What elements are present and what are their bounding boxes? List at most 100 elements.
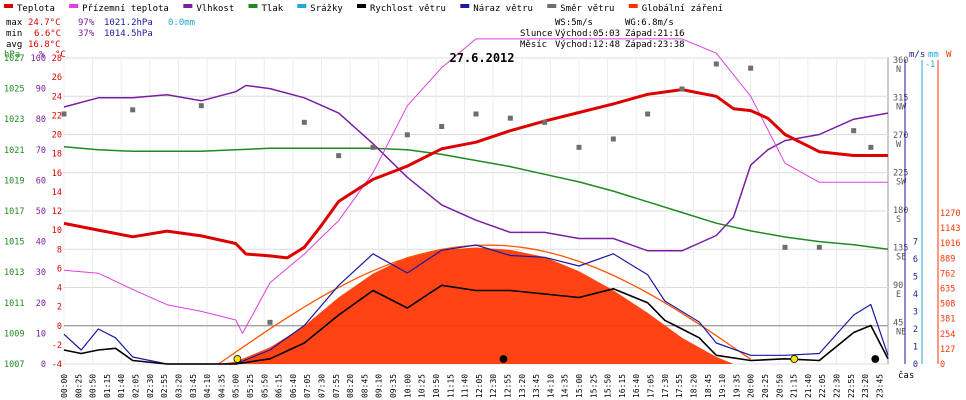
min-pressure: 1014.5hPa	[104, 29, 153, 39]
wind-direction-mark	[336, 153, 342, 159]
radiation-tick-label: 889	[940, 254, 955, 264]
time-tick-label: 13:45	[532, 374, 541, 398]
temperature-tick-label: 28	[52, 54, 62, 64]
temperature-tick-label: 24	[52, 92, 62, 102]
max-rain: 0.0mm	[168, 18, 195, 28]
wind-dir-tick-label: 180	[893, 206, 908, 216]
time-tick-label: 21:15	[790, 374, 799, 398]
time-tick-label: 14:10	[546, 374, 555, 398]
time-tick-label: 01:15	[103, 374, 112, 398]
time-tick-label: 08:20	[346, 374, 355, 398]
wind-direction-mark	[868, 144, 874, 150]
time-tick-label: 12:30	[489, 374, 498, 398]
wind-direction-mark	[301, 119, 307, 125]
time-tick-label: 03:45	[189, 374, 198, 398]
wind-dir-tick-label: 135	[893, 244, 908, 254]
chart-legend: Teplota Přízemní teplota Vlhkost Tlak Srážky…	[4, 4, 723, 14]
temp-unit-label: °C	[55, 50, 66, 60]
temperature-line	[63, 88, 888, 260]
wind-speed-avg: WS:5m/s	[555, 18, 593, 28]
time-tick-label: 11:40	[461, 374, 470, 398]
pressure-tick-label: 1027	[4, 54, 24, 64]
wind-dir-compass-label: N	[896, 65, 901, 75]
time-tick-label: 05:00	[232, 374, 241, 398]
wind-dir-compass-label: NE	[896, 328, 906, 338]
time-tick-label: 09:35	[389, 374, 398, 398]
humidity-tick-label: 10	[36, 329, 46, 339]
wind-direction-mark	[748, 65, 754, 71]
legend-swatch	[69, 4, 79, 8]
time-tick-label: 00:50	[89, 374, 98, 398]
time-tick-label: 01:40	[117, 374, 126, 398]
humidity-tick-label: 30	[36, 268, 46, 278]
radiation-tick-label: 1016	[940, 239, 960, 249]
wind-direction-mark	[507, 115, 513, 121]
time-tick-label: 15:50	[604, 374, 613, 398]
wind-direction-mark	[645, 111, 651, 117]
temperature-tick-label: 12	[52, 207, 62, 217]
wind-dir-tick-label: 45	[893, 319, 903, 329]
avg-label: avg	[6, 40, 22, 50]
humidity-tick-label: 0	[41, 360, 46, 370]
time-tick-label: 14:35	[561, 374, 570, 398]
legend-swatch	[183, 4, 193, 8]
wind-direction-mark	[130, 107, 136, 113]
max-temp: 24.7°C	[28, 18, 61, 28]
max-label: max	[6, 18, 23, 28]
series-lines	[61, 38, 889, 365]
chart-axes: 1007100910111013101510171019102110231025…	[4, 54, 960, 398]
time-tick-label: 03:20	[174, 374, 183, 398]
time-tick-label: 20:25	[761, 374, 770, 398]
wind-direction-mark	[370, 144, 376, 150]
wind-direction-mark	[782, 244, 788, 250]
wind-speed-tick-label: 5	[913, 273, 918, 283]
sunset-marker	[790, 355, 799, 363]
time-tick-label: 07:30	[318, 374, 327, 398]
moon-label: Měsíc	[520, 40, 547, 50]
pressure-tick-label: 1017	[4, 207, 24, 217]
time-tick-label: 22:30	[833, 374, 842, 398]
wind-dir-compass-label: S	[896, 215, 901, 225]
temperature-tick-label: 4	[57, 284, 62, 294]
time-tick-label: 15:00	[575, 374, 584, 398]
time-tick-label: 18:20	[689, 374, 698, 398]
wind-dir-tick-label: 90	[893, 281, 903, 291]
radiation-tick-label: 762	[940, 269, 955, 279]
legend-swatch	[357, 4, 366, 8]
stats-panel: max 24.7°C 97% 1021.2hPa 0.0mm min 6.6°C…	[4, 18, 952, 381]
ground-temp-line	[63, 38, 888, 334]
temperature-tick-label: 20	[52, 131, 62, 141]
pressure-tick-label: 1025	[4, 85, 24, 95]
temperature-tick-label: 16	[52, 169, 62, 179]
time-tick-label: 17:55	[675, 374, 684, 398]
min-humidity: 37%	[78, 29, 95, 39]
moonrise-marker	[499, 355, 508, 363]
time-tick-label: 18:45	[704, 374, 713, 398]
legend-swatch	[547, 4, 557, 8]
wind-direction-mark	[542, 119, 548, 125]
temperature-tick-label: -4	[52, 360, 62, 370]
time-tick-label: 22:55	[847, 374, 856, 398]
time-tick-label: 12:55	[503, 374, 512, 398]
time-tick-label: 07:05	[303, 374, 312, 398]
wind-direction-mark	[610, 136, 616, 142]
wind-speed-tick-label: 2	[913, 325, 918, 335]
humidity-tick-label: 90	[36, 85, 46, 95]
legend-item: Vlhkost	[196, 4, 234, 14]
wind-speed-tick-label: 0	[913, 360, 918, 370]
radiation-tick-label: 508	[940, 300, 955, 310]
wind-dir-tick-label: 270	[893, 131, 908, 141]
radiation-tick-label: 254	[940, 330, 955, 340]
pressure-line	[63, 145, 889, 251]
pressure-tick-label: 1011	[4, 299, 24, 309]
radiation-tick-label: 635	[940, 285, 955, 295]
humidity-tick-label: 40	[36, 238, 46, 248]
legend-item: Směr větru	[560, 4, 614, 14]
time-tick-label: 09:10	[375, 374, 384, 398]
pressure-tick-label: 1013	[4, 268, 24, 278]
legend-swatch	[628, 4, 638, 8]
pressure-tick-label: 1009	[4, 329, 24, 339]
pressure-unit-label: hPa	[4, 50, 20, 60]
humidity-tick-label: 80	[36, 115, 46, 125]
